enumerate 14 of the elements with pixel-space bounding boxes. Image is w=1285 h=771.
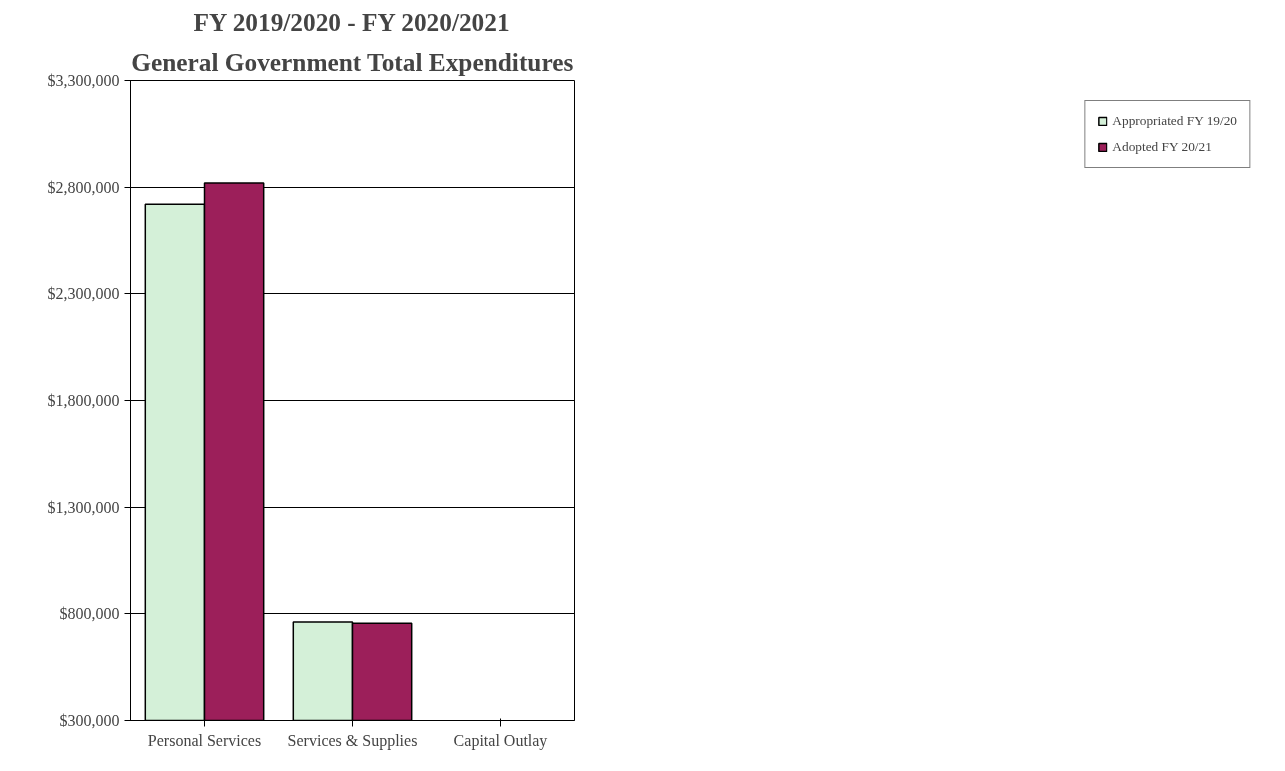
y-tick-label: $2,300,000: [47, 285, 120, 303]
chart-subtitle: General Government Total Expenditures: [131, 47, 574, 76]
y-tick-label: $800,000: [59, 605, 120, 623]
y-tick-label: $2,800,000: [47, 178, 120, 196]
y-tick-label: $3,300,000: [47, 72, 120, 89]
y-tick-label: $1,800,000: [47, 392, 120, 409]
x-tick-label: Services & Supplies: [287, 731, 418, 750]
y-tick-label: $300,000: [59, 712, 120, 729]
legend-label: Appropriated FY 19/20: [1112, 113, 1237, 129]
legend-label: Adopted FY 20/21: [1112, 139, 1212, 155]
x-tick-label: Personal Services: [147, 731, 262, 749]
y-tick-label: $1,300,000: [47, 498, 120, 516]
x-tick-label: Capital Outlay: [453, 731, 548, 750]
chart-title: FY 2019/2020 - FY 2020/2021: [193, 7, 510, 36]
